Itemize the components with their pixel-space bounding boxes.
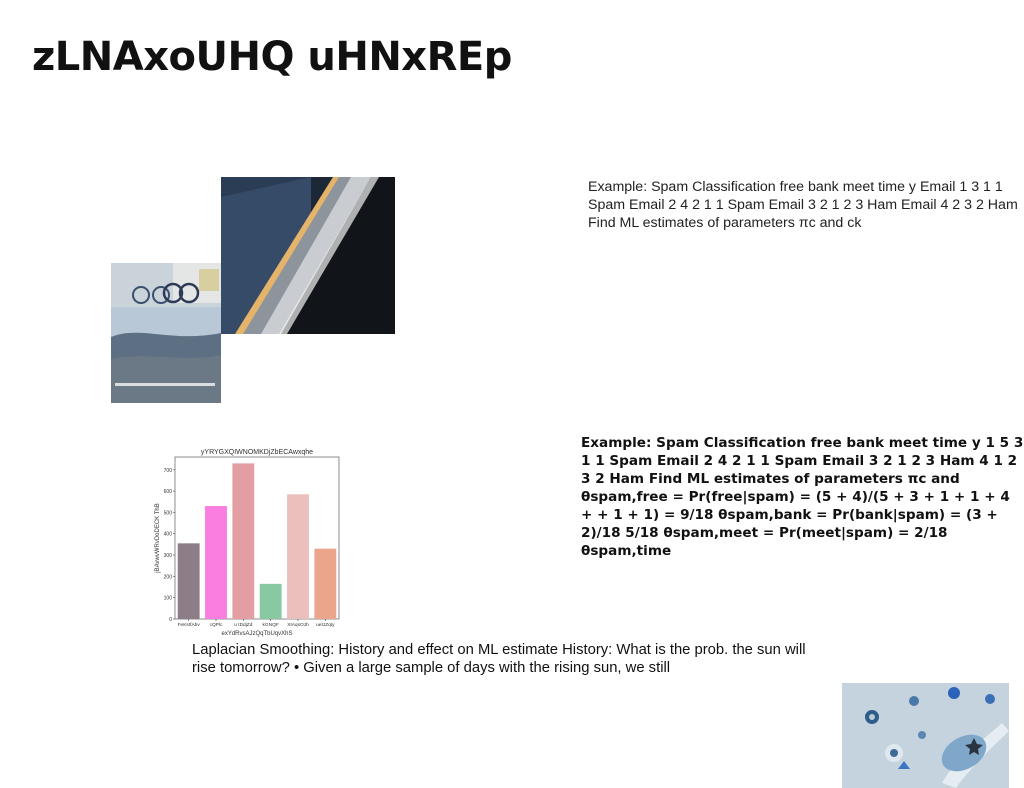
y-tick-label: 600 (164, 489, 173, 495)
y-tick-label: 100 (164, 596, 173, 602)
y-tick-label: 300 (164, 553, 173, 559)
x-tick-label: cQPlc (210, 622, 223, 628)
chart-title: yYRYGXQIWNOMKDjZbECAwxqhe (201, 449, 313, 456)
x-tick-label: FeKsIfAbv (178, 622, 201, 628)
slide-title: zLNAxoUHQ uHNxREp (32, 34, 512, 80)
street-photo (111, 263, 221, 403)
toys-photo (842, 683, 1009, 788)
x-tick-label: uetJZqty (316, 622, 335, 628)
bar-2 (205, 506, 227, 619)
x-tick-label: kGNQF (263, 622, 279, 628)
y-tick-label: 500 (164, 510, 173, 516)
text-block-spam-estimates: Example: Spam Classification free bank m… (581, 435, 1024, 559)
bar-3 (232, 463, 255, 619)
bar-5 (287, 494, 309, 619)
bar-4 (259, 583, 282, 619)
y-tick-label: 400 (164, 532, 173, 538)
chart-y-axis-label: jBAvwvWRvDoDECK ThB (155, 503, 161, 573)
stairs-photo (221, 177, 395, 334)
chart-x-axis-label: exYdRvsAJzQqTbUqvXhS (221, 631, 292, 637)
y-tick-label: 200 (164, 574, 173, 580)
x-tick-label: u tDdjZd (234, 622, 252, 628)
text-block-laplacian-smoothing: Laplacian Smoothing: History and effect … (192, 642, 806, 676)
y-tick-label: 700 (164, 468, 173, 474)
chart-frame (174, 456, 340, 620)
y-tick-label: 0 (169, 617, 172, 623)
bar-1 (177, 543, 200, 619)
text-block-spam-example: Example: Spam Classification free bank m… (588, 179, 1018, 231)
x-tick-label: XIAqsOJh (287, 622, 309, 628)
bar-6 (314, 548, 337, 619)
bar-chart: yYRYGXQIWNOMKDjZbECAwxqhe exYdRvsAJzQqTb… (150, 442, 350, 642)
